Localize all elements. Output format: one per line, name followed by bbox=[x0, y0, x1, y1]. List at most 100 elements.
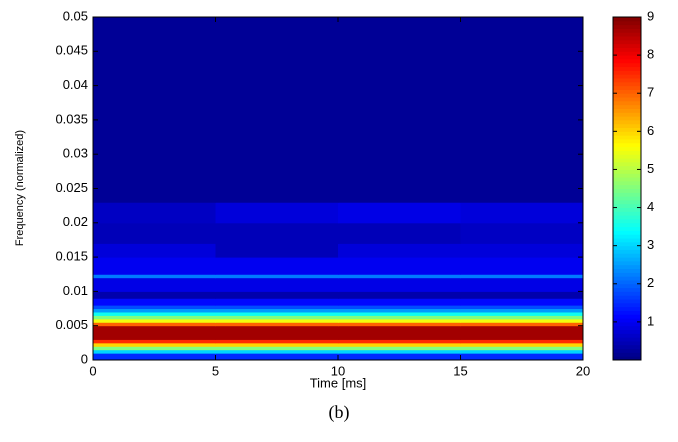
contour-cell bbox=[215, 318, 339, 323]
contour-cell bbox=[338, 318, 461, 323]
contour-cell bbox=[215, 353, 339, 361]
contour-cell bbox=[215, 257, 339, 275]
colorbar-swatch bbox=[613, 299, 641, 304]
contour-cell bbox=[460, 318, 584, 323]
contour-cell bbox=[93, 305, 216, 310]
contour-cell bbox=[215, 349, 339, 354]
colorbar-swatch bbox=[613, 257, 641, 262]
colorbar-swatch bbox=[613, 340, 641, 346]
colorbar-swatch bbox=[613, 180, 641, 186]
contour-cell bbox=[93, 325, 216, 340]
contour-cell bbox=[460, 291, 584, 299]
colorbar-swatch bbox=[613, 138, 641, 144]
contour-cell bbox=[460, 243, 584, 258]
x-tick-label: 15 bbox=[453, 363, 467, 378]
colorbar-tick-label: 6 bbox=[647, 123, 654, 138]
colorbar-swatch bbox=[613, 249, 641, 254]
contour-cell bbox=[93, 243, 216, 258]
contour-cell bbox=[338, 243, 461, 258]
contour-cell bbox=[215, 291, 339, 299]
contour-cell bbox=[338, 315, 461, 320]
contour-cell bbox=[93, 311, 216, 316]
contour-cell bbox=[215, 277, 339, 292]
contour-cell bbox=[93, 291, 216, 299]
colorbar-swatch bbox=[613, 32, 641, 37]
colorbar-swatch bbox=[613, 302, 641, 308]
contour-cell bbox=[215, 346, 339, 351]
colorbar-swatch bbox=[613, 173, 641, 178]
contour-cell bbox=[215, 305, 339, 310]
colorbar-swatch bbox=[613, 97, 641, 102]
colorbar-tick-label: 3 bbox=[647, 237, 654, 252]
colorbar-swatch bbox=[613, 20, 641, 26]
contour-cell bbox=[215, 274, 339, 279]
contour-cell bbox=[338, 308, 461, 313]
contour-cell bbox=[338, 277, 461, 292]
caption: (b) bbox=[329, 402, 350, 423]
colorbar-swatch bbox=[613, 283, 641, 289]
colorbar-swatch bbox=[613, 218, 641, 224]
colorbar-swatch bbox=[613, 165, 641, 170]
colorbar-swatch bbox=[613, 58, 641, 64]
contour-cell bbox=[215, 322, 339, 327]
contour-cell bbox=[93, 274, 216, 279]
contour-cell bbox=[460, 311, 584, 316]
colorbar-swatch bbox=[613, 234, 641, 239]
contour-cell bbox=[93, 277, 216, 292]
colorbar-swatch bbox=[613, 314, 641, 319]
y-axis-label: Frequency (normalized) bbox=[14, 130, 26, 246]
colorbar-swatch bbox=[613, 131, 641, 136]
contour-cell bbox=[460, 322, 584, 327]
colorbar-swatch bbox=[613, 116, 641, 121]
colorbar-swatch bbox=[613, 287, 641, 292]
contour-cell bbox=[215, 17, 339, 203]
contour-cell bbox=[460, 17, 584, 203]
colorbar-tick-label: 5 bbox=[647, 161, 654, 176]
contour-cell bbox=[93, 308, 216, 313]
contour-cell bbox=[460, 298, 584, 306]
contour-cell bbox=[338, 202, 461, 224]
y-tick-label: 0.04 bbox=[63, 77, 88, 92]
colorbar-tick-label: 7 bbox=[647, 85, 654, 100]
colorbar-swatch bbox=[613, 238, 641, 243]
colorbar-swatch bbox=[613, 268, 641, 273]
colorbar-swatch bbox=[613, 276, 641, 281]
colorbar-swatch bbox=[613, 272, 641, 277]
contour-cell bbox=[93, 342, 216, 347]
colorbar-swatch bbox=[613, 192, 641, 197]
colorbar-swatch bbox=[613, 161, 641, 167]
colorbar-swatch bbox=[613, 158, 641, 163]
colorbar-swatch bbox=[613, 146, 641, 151]
contour-cell bbox=[215, 308, 339, 313]
contour-cell bbox=[338, 353, 461, 361]
colorbar-swatch bbox=[613, 100, 641, 106]
colorbar-swatch bbox=[613, 169, 641, 174]
contour-cell bbox=[93, 322, 216, 327]
colorbar-swatch bbox=[613, 333, 641, 338]
contour-cell bbox=[338, 257, 461, 275]
colorbar-swatch bbox=[613, 81, 641, 87]
y-tick-label: 0.05 bbox=[63, 8, 88, 23]
colorbar-swatch bbox=[613, 17, 641, 22]
colorbar-swatch bbox=[613, 66, 641, 71]
contour-cell bbox=[215, 342, 339, 347]
contour-cell bbox=[338, 305, 461, 310]
colorbar-swatch bbox=[613, 241, 641, 247]
contour-cell bbox=[460, 349, 584, 354]
contour-cell bbox=[93, 222, 216, 244]
colorbar-swatch bbox=[613, 184, 641, 189]
contour-cell bbox=[215, 311, 339, 316]
contour-cell bbox=[460, 308, 584, 313]
contour-cell bbox=[338, 222, 461, 244]
colorbar-swatch bbox=[613, 306, 641, 311]
colorbar-swatch bbox=[613, 318, 641, 323]
contour-cell bbox=[460, 342, 584, 347]
colorbar-swatch bbox=[613, 70, 641, 75]
contour-cell bbox=[215, 222, 339, 244]
colorbar-swatch bbox=[613, 93, 641, 98]
contour-cell bbox=[93, 202, 216, 224]
x-tick-label: 10 bbox=[331, 363, 345, 378]
colorbar-swatch bbox=[613, 321, 641, 327]
x-axis-label: Time [ms] bbox=[310, 375, 367, 390]
